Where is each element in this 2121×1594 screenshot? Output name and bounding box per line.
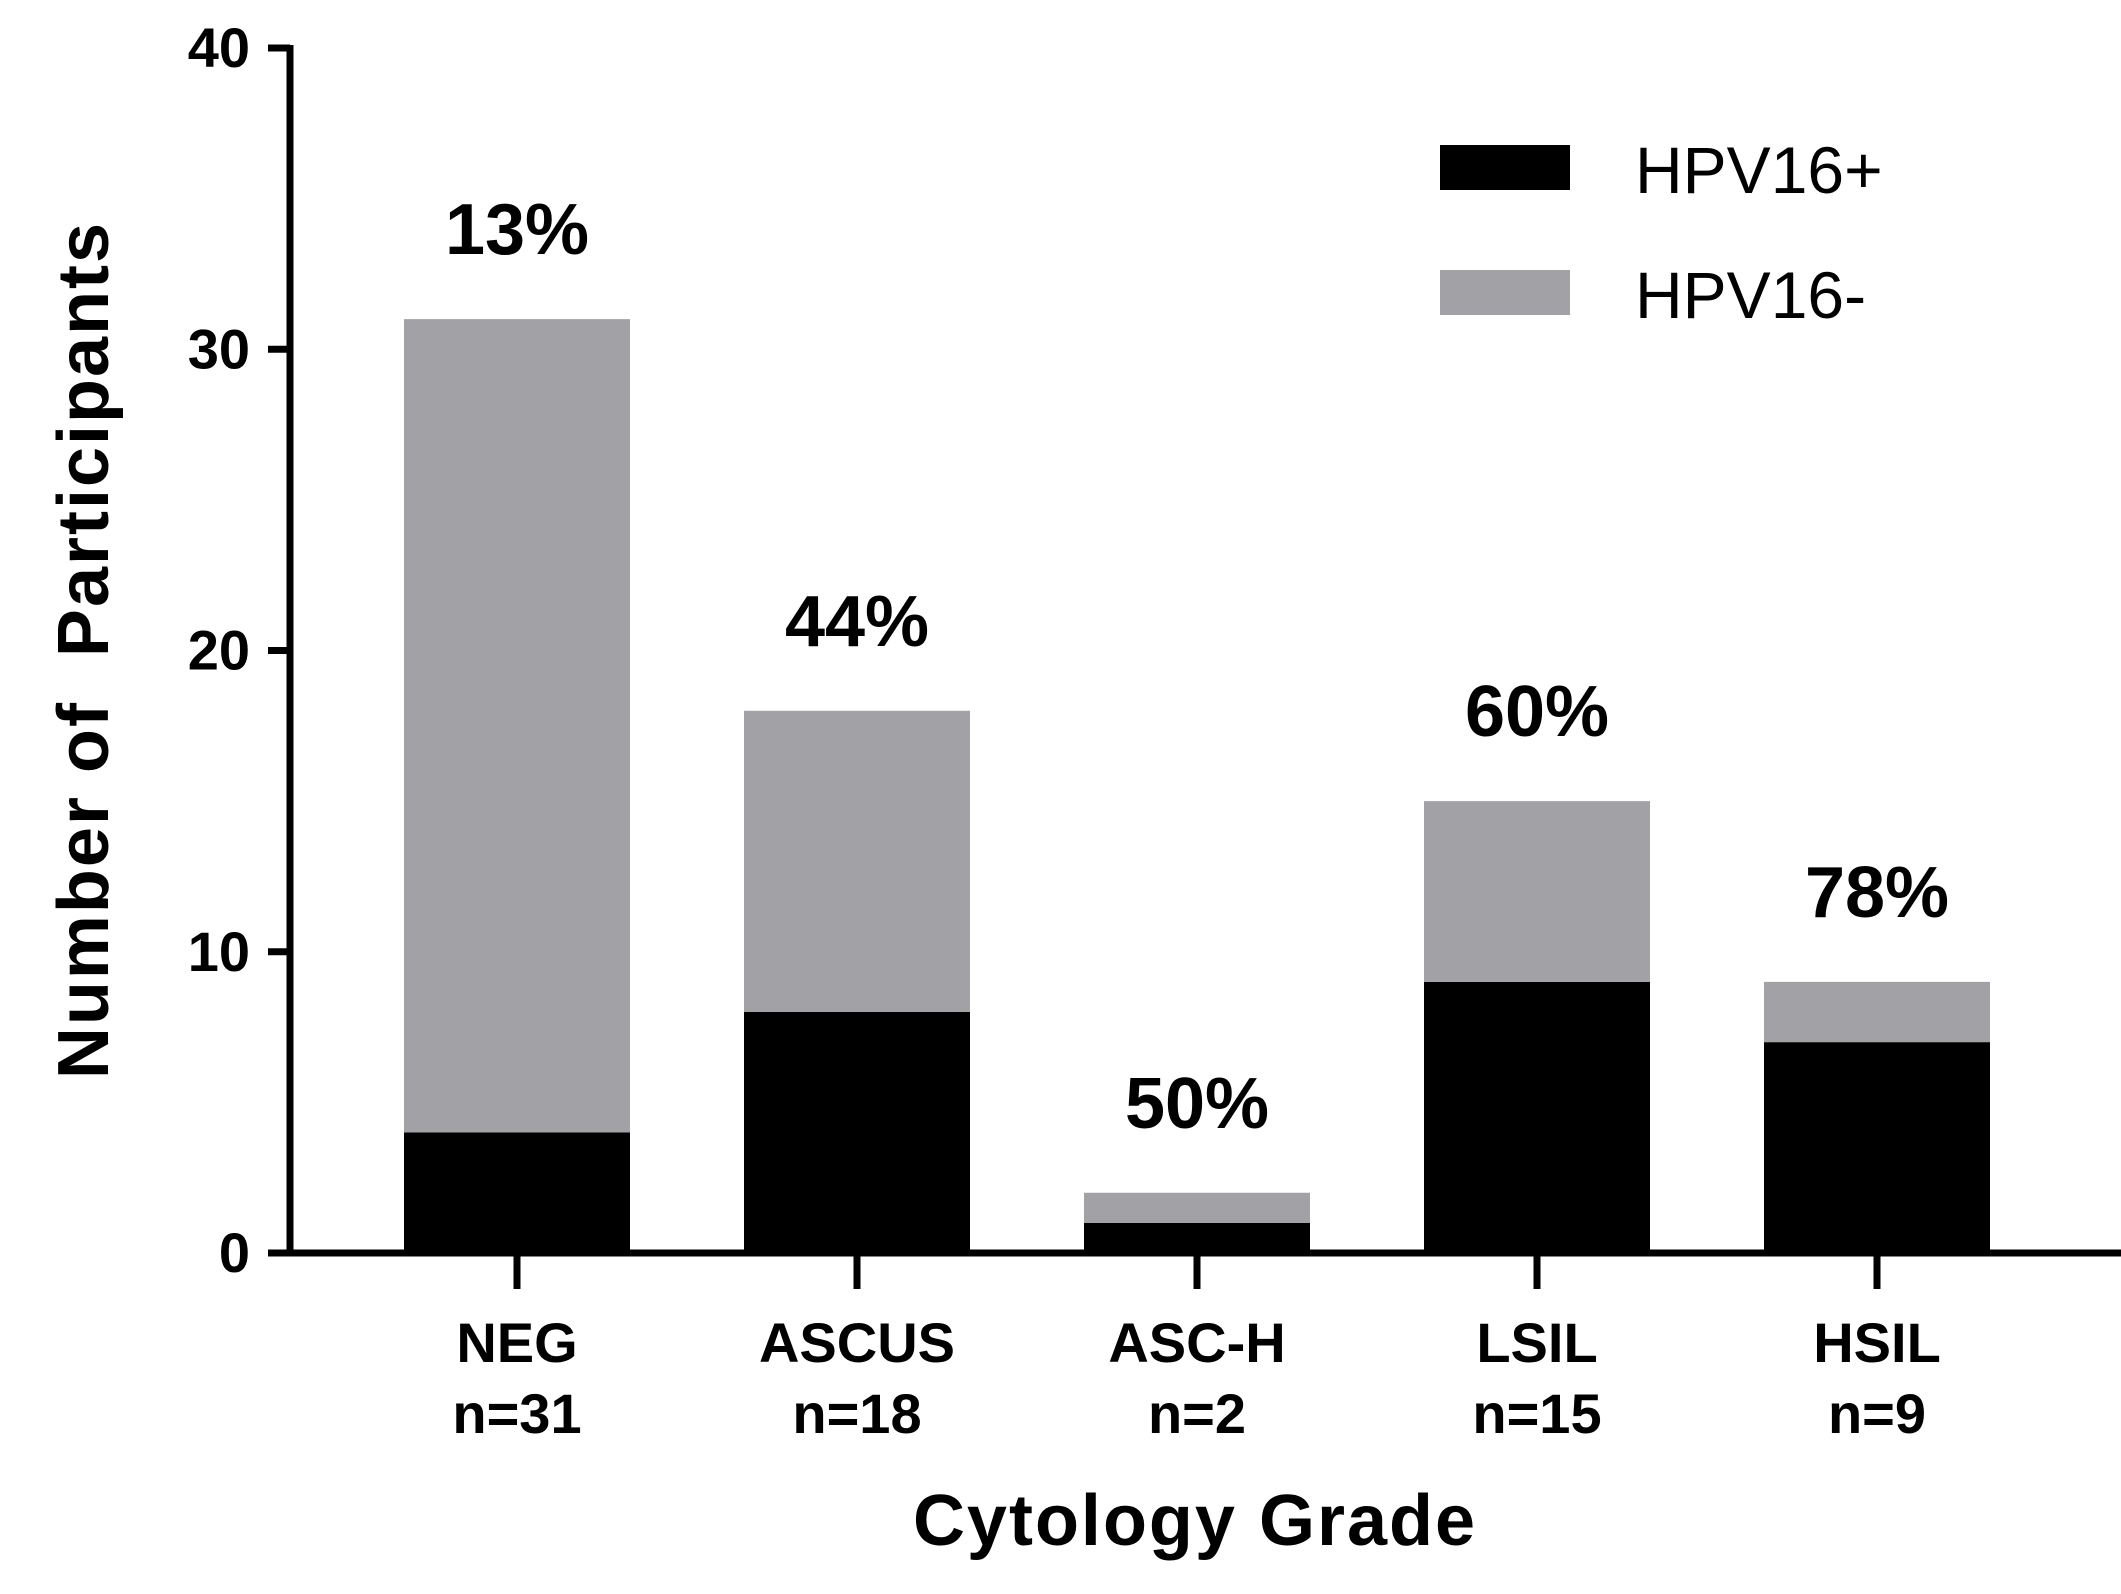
percent-label-ascus: 44% [785, 582, 929, 662]
bar-asc-h-hpv16-positive [1084, 1222, 1310, 1253]
bar-neg-hpv16-negative [404, 319, 630, 1133]
x-category-label-ascus: ASCUS [759, 1311, 955, 1374]
legend-swatch-hpv16-negative [1440, 270, 1570, 315]
x-category-count-asc-h: n=2 [1148, 1382, 1246, 1445]
bars-group [404, 319, 1990, 1253]
y-tick-label-40: 40 [188, 16, 250, 79]
percent-label-lsil: 60% [1465, 672, 1609, 752]
y-tick-label-30: 30 [188, 317, 250, 380]
legend-label-hpv16-positive: HPV16+ [1635, 133, 1883, 207]
legend-swatch-hpv16-positive [1440, 145, 1570, 190]
x-category-label-hsil: HSIL [1813, 1311, 1941, 1374]
percent-label-hsil: 78% [1805, 853, 1949, 933]
x-axis-title: Cytology Grade [913, 1481, 1477, 1561]
bar-asc-h-hpv16-negative [1084, 1192, 1310, 1223]
x-category-count-lsil: n=15 [1472, 1382, 1601, 1445]
percent-label-asc-h: 50% [1125, 1064, 1269, 1144]
x-category-count-ascus: n=18 [792, 1382, 921, 1445]
y-axis-title: Number of Participants [44, 221, 124, 1079]
legend: HPV16+ HPV16- [1440, 133, 1883, 332]
bar-hsil-hpv16-negative [1764, 981, 1990, 1043]
x-category-label-lsil: LSIL [1476, 1311, 1597, 1374]
bar-hsil-hpv16-positive [1764, 1042, 1990, 1253]
bar-ascus-hpv16-positive [744, 1012, 970, 1253]
percent-annotations: 13% 44% 50% 60% 78% [445, 190, 1949, 1144]
y-tick-label-10: 10 [188, 920, 250, 983]
legend-label-hpv16-negative: HPV16- [1635, 258, 1866, 332]
y-tick-label-20: 20 [188, 619, 250, 682]
x-category-count-neg: n=31 [452, 1382, 581, 1445]
x-category-count-hsil: n=9 [1828, 1382, 1926, 1445]
bar-neg-hpv16-positive [404, 1132, 630, 1253]
bar-ascus-hpv16-negative [744, 710, 970, 1012]
x-category-label-neg: NEG [456, 1311, 577, 1374]
percent-label-neg: 13% [445, 190, 589, 270]
bar-lsil-hpv16-negative [1424, 801, 1650, 982]
bar-lsil-hpv16-positive [1424, 981, 1650, 1253]
x-categories-group: NEG n=31 ASCUS n=18 ASC-H n=2 LSIL n=15 HSIL n=9 [452, 1253, 1941, 1445]
y-tick-label-0: 0 [219, 1221, 250, 1284]
x-category-label-asc-h: ASC-H [1108, 1311, 1285, 1374]
y-ticks-group: 0 10 20 30 40 [188, 16, 290, 1284]
